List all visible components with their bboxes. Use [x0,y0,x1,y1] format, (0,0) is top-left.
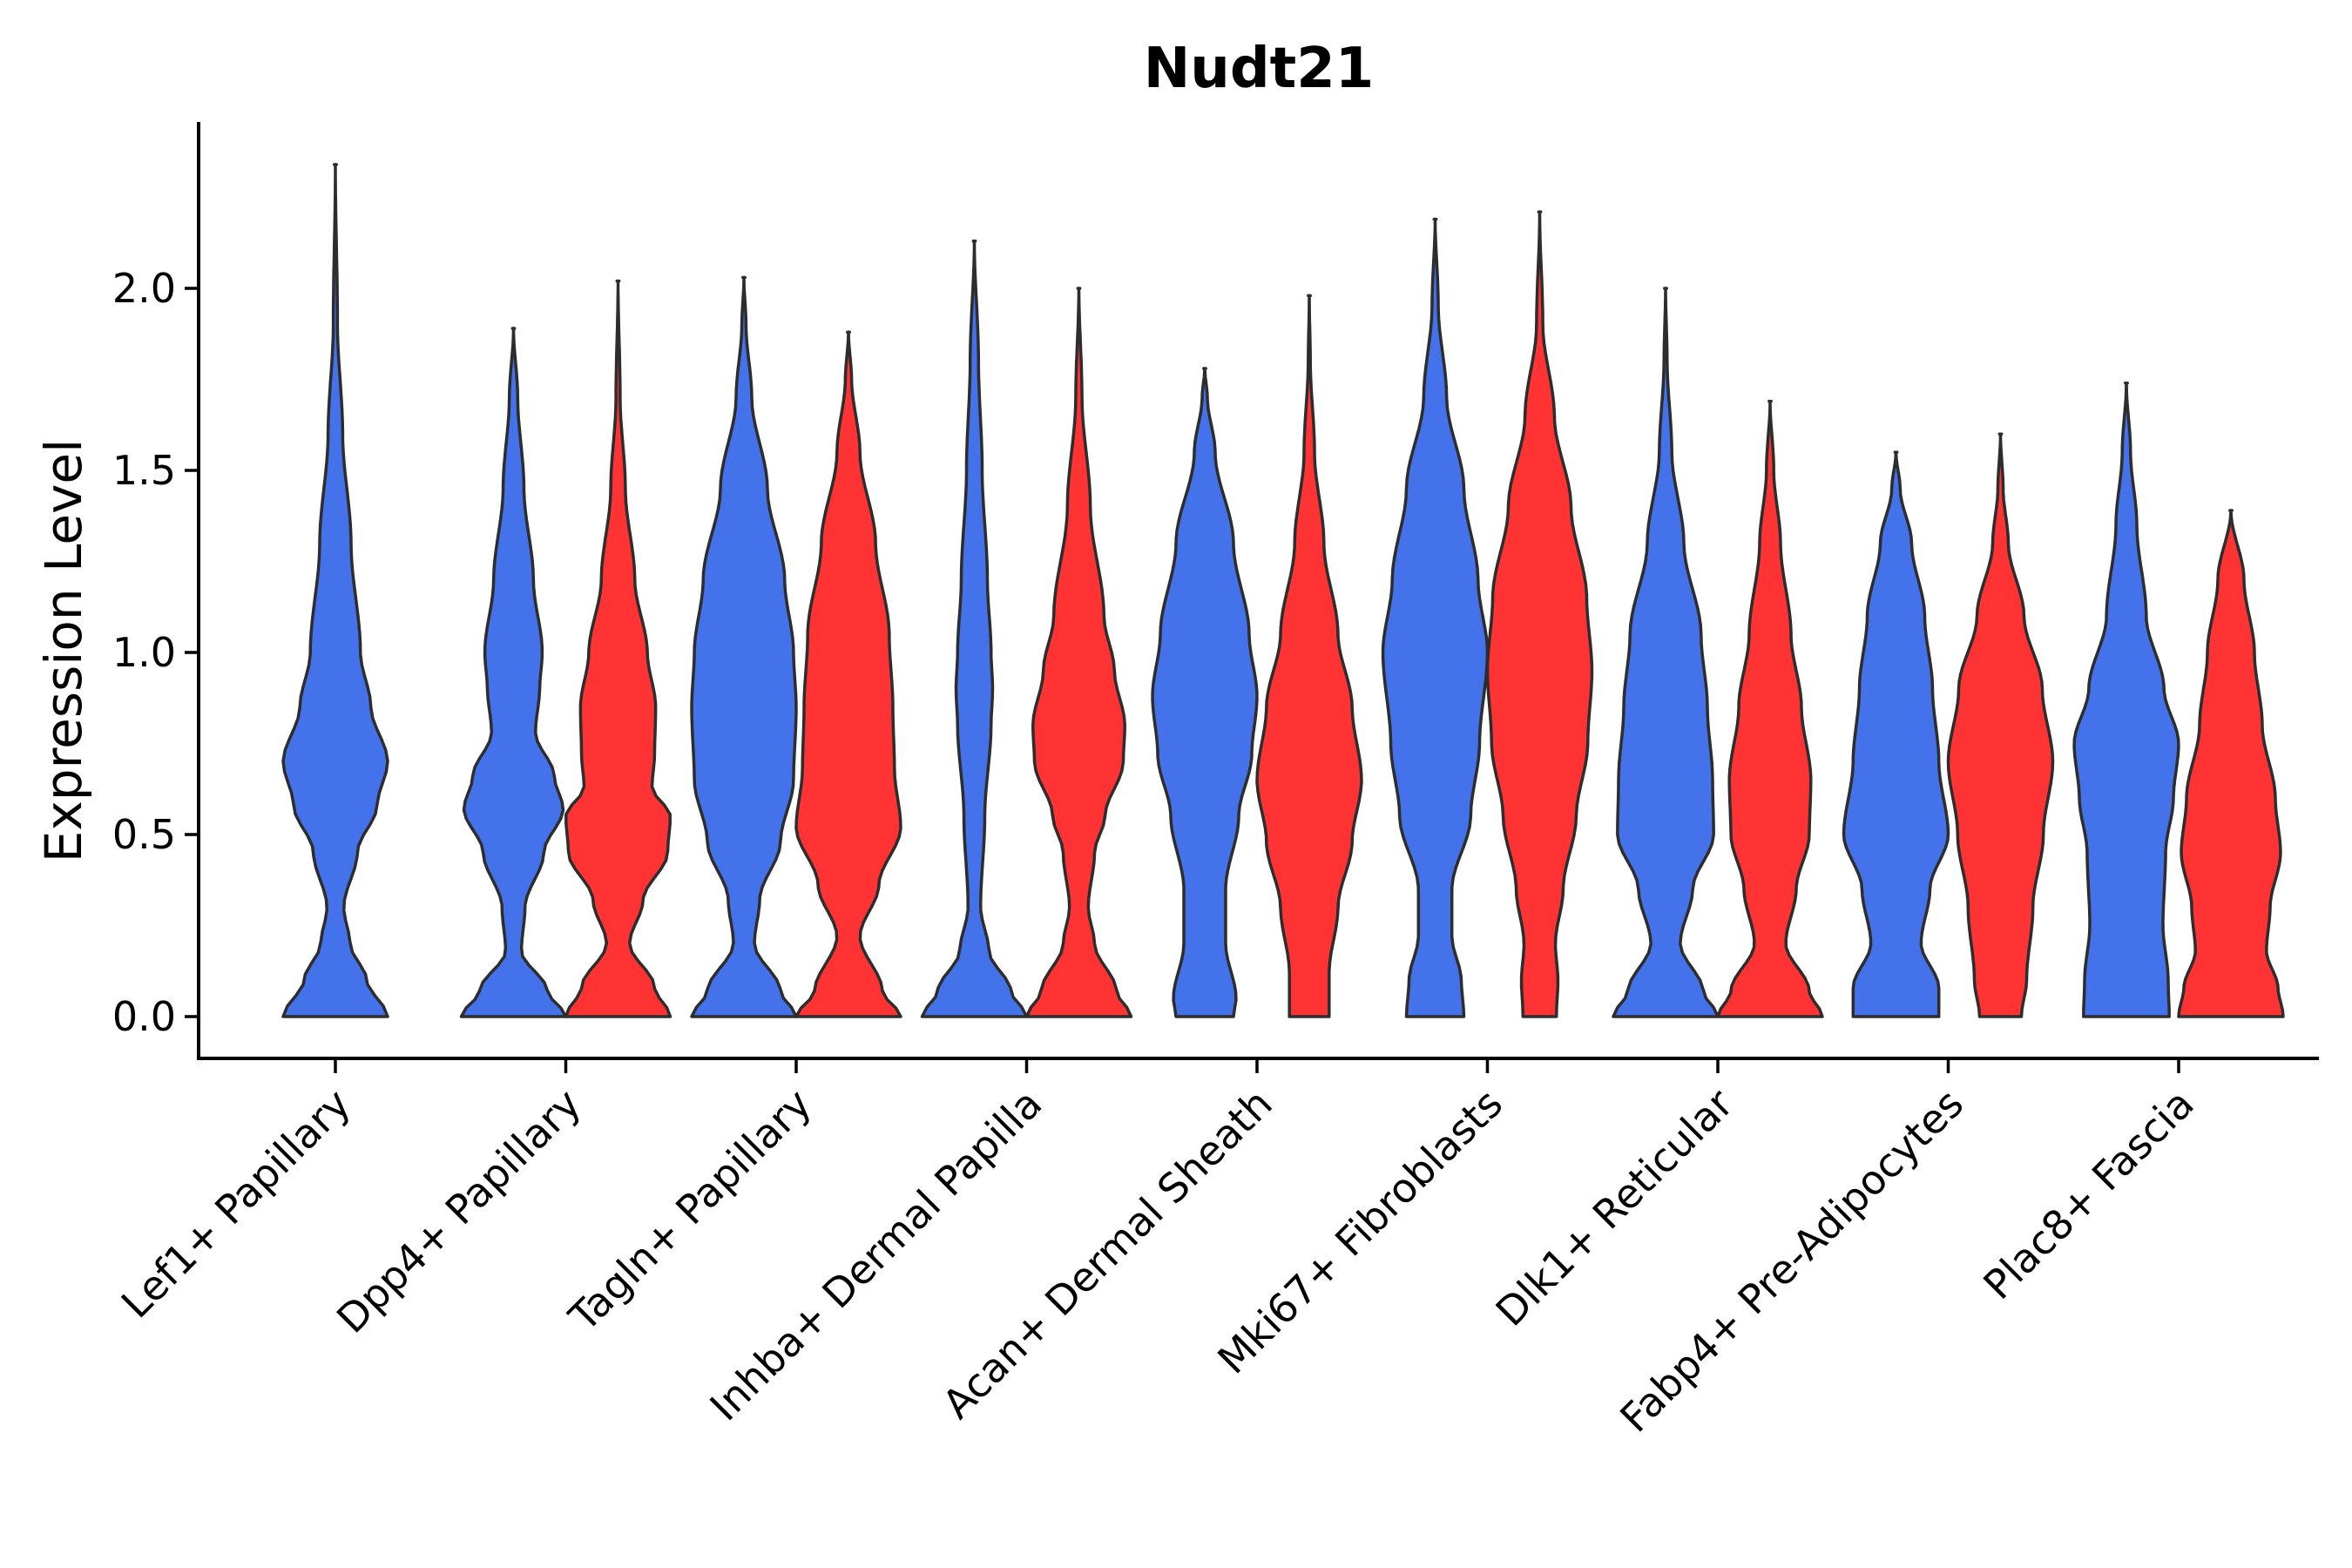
violin-red-4 [1255,294,1363,1018]
violin-blue-3 [920,239,1029,1018]
violin-blue-2 [690,275,798,1018]
violin-red-2 [794,330,902,1018]
y-tick-label: 0.0 [112,993,176,1040]
violin-blue-4 [1151,367,1259,1018]
y-tick-label: 1.5 [112,447,176,494]
violin-red-8 [2177,509,2285,1018]
violin-red-3 [1024,287,1133,1018]
violin-blue-1 [459,327,568,1018]
y-axis-label: Expression Level [34,439,93,862]
y-tick-label: 2.0 [112,265,176,312]
violin-group [281,163,2285,1018]
x-tick-label: Lef1+ Papillary [112,1080,360,1328]
x-tick-label: Plac8+ Fascia [1974,1080,2202,1308]
y-tick-label: 1.0 [112,629,176,676]
violin-red-1 [564,279,672,1018]
x-tick-label: Tagln+ Papillary [559,1080,821,1342]
violin-blue-8 [2072,381,2180,1018]
x-tick-label: Dpp4+ Papillary [328,1080,590,1342]
chart-title: Nudt21 [1144,37,1375,101]
violin-blue-6 [1612,287,1720,1018]
y-ticks: 0.0 0.5 1.0 1.5 2.0 [112,265,199,1040]
x-tick-label: Dlk1+ Reticular [1487,1080,1742,1335]
violin-red-7 [1946,432,2055,1018]
violin-blue-0 [281,163,389,1018]
y-tick-label: 0.5 [112,811,176,858]
violin-blue-5 [1381,217,1490,1018]
violin-red-5 [1485,210,1594,1018]
violin-blue-7 [1842,450,1950,1018]
violin-red-6 [1716,399,1824,1018]
